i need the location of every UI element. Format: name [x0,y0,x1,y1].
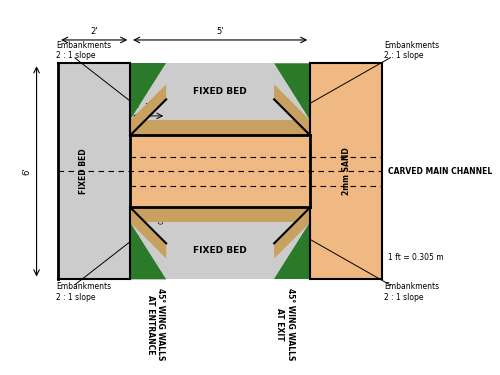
Text: FIXED BED: FIXED BED [79,148,88,194]
Polygon shape [130,222,310,279]
Bar [130,63,310,279]
Text: Embankments
2 : 1 slope: Embankments 2 : 1 slope [56,41,112,60]
Text: FIXED BED: FIXED BED [194,87,247,96]
Polygon shape [130,84,166,135]
Text: 1 ft = 0.305 m: 1 ft = 0.305 m [388,253,443,262]
Text: 45° WING WALLS
AT ENTRANCE: 45° WING WALLS AT ENTRANCE [146,288,165,361]
Text: A: A [218,124,225,134]
Text: Embankments
2 : 1 slope: Embankments 2 : 1 slope [384,282,439,302]
Text: A: A [218,209,225,218]
Text: Embankments
2 : 1 slope: Embankments 2 : 1 slope [56,282,112,302]
Bar [166,63,274,120]
Bar [130,135,310,207]
Text: 0.42': 0.42' [158,206,164,224]
Polygon shape [274,222,310,279]
Text: 2mm SAND: 2mm SAND [146,147,154,195]
Polygon shape [274,63,310,120]
Bar [58,63,130,279]
Bar [130,207,310,222]
Text: 0.42': 0.42' [158,119,164,136]
Polygon shape [274,207,310,258]
Text: Embankments
2 : 1 slope: Embankments 2 : 1 slope [384,41,439,60]
Polygon shape [130,222,166,279]
Bar [130,120,310,135]
Bar [166,222,274,279]
Polygon shape [130,63,310,120]
Polygon shape [130,63,166,120]
Text: 6': 6' [22,168,31,175]
Text: 2': 2' [132,167,139,176]
Text: FIXED BED: FIXED BED [194,246,247,255]
Polygon shape [130,207,166,258]
Text: 2': 2' [90,27,98,36]
Text: CARVED MAIN CHANNEL: CARVED MAIN CHANNEL [388,167,492,176]
Bar [310,63,382,279]
Text: 5': 5' [216,27,224,36]
Text: 1': 1' [144,103,152,112]
Text: 45° WING WALLS
AT EXIT: 45° WING WALLS AT EXIT [276,288,294,361]
Text: 2mm SAND: 2mm SAND [342,147,350,195]
Polygon shape [274,84,310,135]
Text: 0.8': 0.8' [278,167,293,176]
